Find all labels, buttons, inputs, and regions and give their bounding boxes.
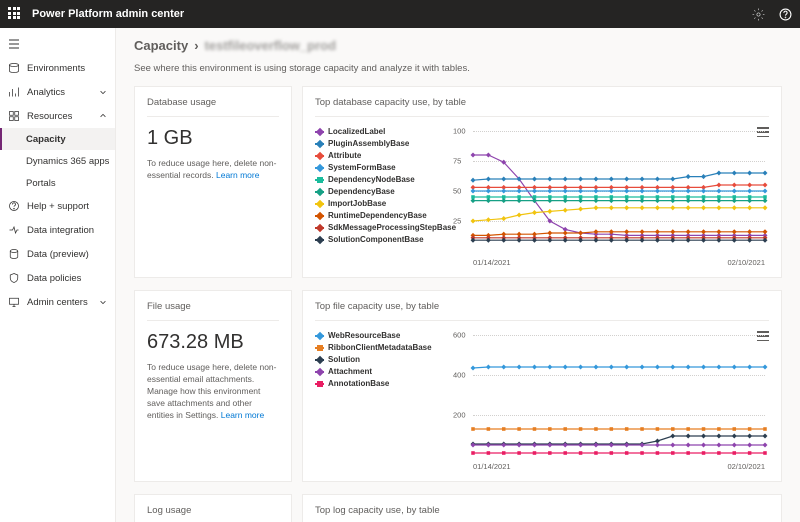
card-title: Log usage (147, 505, 279, 522)
card-title: Top file capacity use, by table (315, 301, 769, 321)
file-usage-value: 673.28 MB (147, 331, 279, 354)
card-file-usage: File usage 673.28 MB To reduce usage her… (134, 290, 292, 482)
learn-more-link[interactable]: Learn more (216, 170, 259, 180)
chart-legend: LocalizedLabel PluginAssemblyBase Attribut… (315, 127, 445, 267)
legend-item[interactable]: AnnotationBase (315, 379, 445, 388)
gear-icon[interactable] (752, 8, 765, 21)
nav-label: Data policies (27, 273, 81, 284)
legend-item[interactable]: SolutionComponentBase (315, 235, 445, 244)
chart-legend: WebResourceBase RibbonClientMetadataBase S… (315, 331, 445, 471)
page-description: See where this environment is using stor… (134, 63, 782, 74)
legend-item[interactable]: DependencyBase (315, 187, 445, 196)
chevron-up-icon (99, 112, 107, 120)
card-db-chart: Top database capacity use, by table Loca… (302, 86, 782, 278)
chart-plot: 60040020001/14/202102/10/2021 (453, 331, 769, 471)
nav-capacity[interactable]: Capacity (0, 128, 115, 150)
legend-item[interactable]: RibbonClientMetadataBase (315, 343, 445, 352)
legend-item[interactable]: Attachment (315, 367, 445, 376)
card-file-chart: Top file capacity use, by table WebResou… (302, 290, 782, 482)
legend-item[interactable]: RuntimeDependencyBase (315, 211, 445, 220)
nav-help[interactable]: Help + support (0, 194, 115, 218)
nav-dataint[interactable]: Data integration (0, 218, 115, 242)
card-title: Top database capacity use, by table (315, 97, 769, 117)
chart-plot: 10075502501/14/202102/10/2021 (453, 127, 769, 267)
nav-analytics[interactable]: Analytics (0, 80, 115, 104)
card-log-usage: Log usage (134, 494, 292, 522)
nav-label: Environments (27, 63, 85, 74)
legend-item[interactable]: DependencyNodeBase (315, 175, 445, 184)
legend-item[interactable]: SystemFormBase (315, 163, 445, 172)
breadcrumb-env: testfileoverflow_prod (205, 38, 336, 53)
card-title: Database usage (147, 97, 279, 117)
legend-item[interactable]: PluginAssemblyBase (315, 139, 445, 148)
card-title: Top log capacity use, by table (315, 505, 769, 522)
sidebar: Environments Analytics Resources Capacit… (0, 28, 116, 522)
nav-label: Portals (26, 178, 56, 189)
legend-item[interactable]: WebResourceBase (315, 331, 445, 340)
nav-d365[interactable]: Dynamics 365 apps (0, 150, 115, 172)
chevron-down-icon (99, 88, 107, 96)
legend-item[interactable]: Attribute (315, 151, 445, 160)
legend-item[interactable]: Solution (315, 355, 445, 364)
app-launcher-icon[interactable] (8, 7, 22, 21)
card-title: File usage (147, 301, 279, 321)
breadcrumb: Capacity › testfileoverflow_prod (134, 38, 782, 53)
legend-item[interactable]: LocalizedLabel (315, 127, 445, 136)
nav-label: Help + support (27, 201, 89, 212)
nav-resources[interactable]: Resources (0, 104, 115, 128)
legend-item[interactable]: SdkMessageProcessingStepBase (315, 223, 445, 232)
legend-item[interactable]: ImportJobBase (315, 199, 445, 208)
hamburger-icon[interactable] (0, 32, 115, 56)
chevron-down-icon (99, 298, 107, 306)
help-icon[interactable] (779, 8, 792, 21)
db-usage-value: 1 GB (147, 127, 279, 150)
nav-environments[interactable]: Environments (0, 56, 115, 80)
nav-dataprev[interactable]: Data (preview) (0, 242, 115, 266)
breadcrumb-root[interactable]: Capacity (134, 38, 188, 53)
app-title: Power Platform admin center (32, 8, 184, 20)
nav-label: Resources (27, 111, 72, 122)
topbar: Power Platform admin center (0, 0, 800, 28)
card-log-chart: Top log capacity use, by table (302, 494, 782, 522)
nav-label: Data integration (27, 225, 94, 236)
nav-admin[interactable]: Admin centers (0, 290, 115, 314)
db-hint: To reduce usage here, delete non-essenti… (147, 158, 279, 182)
file-hint: To reduce usage here, delete non-essenti… (147, 362, 279, 421)
nav-portals[interactable]: Portals (0, 172, 115, 194)
card-db-usage: Database usage 1 GB To reduce usage here… (134, 86, 292, 278)
nav-label: Admin centers (27, 297, 88, 308)
nav-label: Data (preview) (27, 249, 89, 260)
main-content: Capacity › testfileoverflow_prod See whe… (116, 28, 800, 522)
nav-label: Dynamics 365 apps (26, 156, 109, 167)
nav-datapol[interactable]: Data policies (0, 266, 115, 290)
learn-more-link[interactable]: Learn more (221, 410, 264, 420)
nav-label: Capacity (26, 134, 66, 145)
nav-label: Analytics (27, 87, 65, 98)
